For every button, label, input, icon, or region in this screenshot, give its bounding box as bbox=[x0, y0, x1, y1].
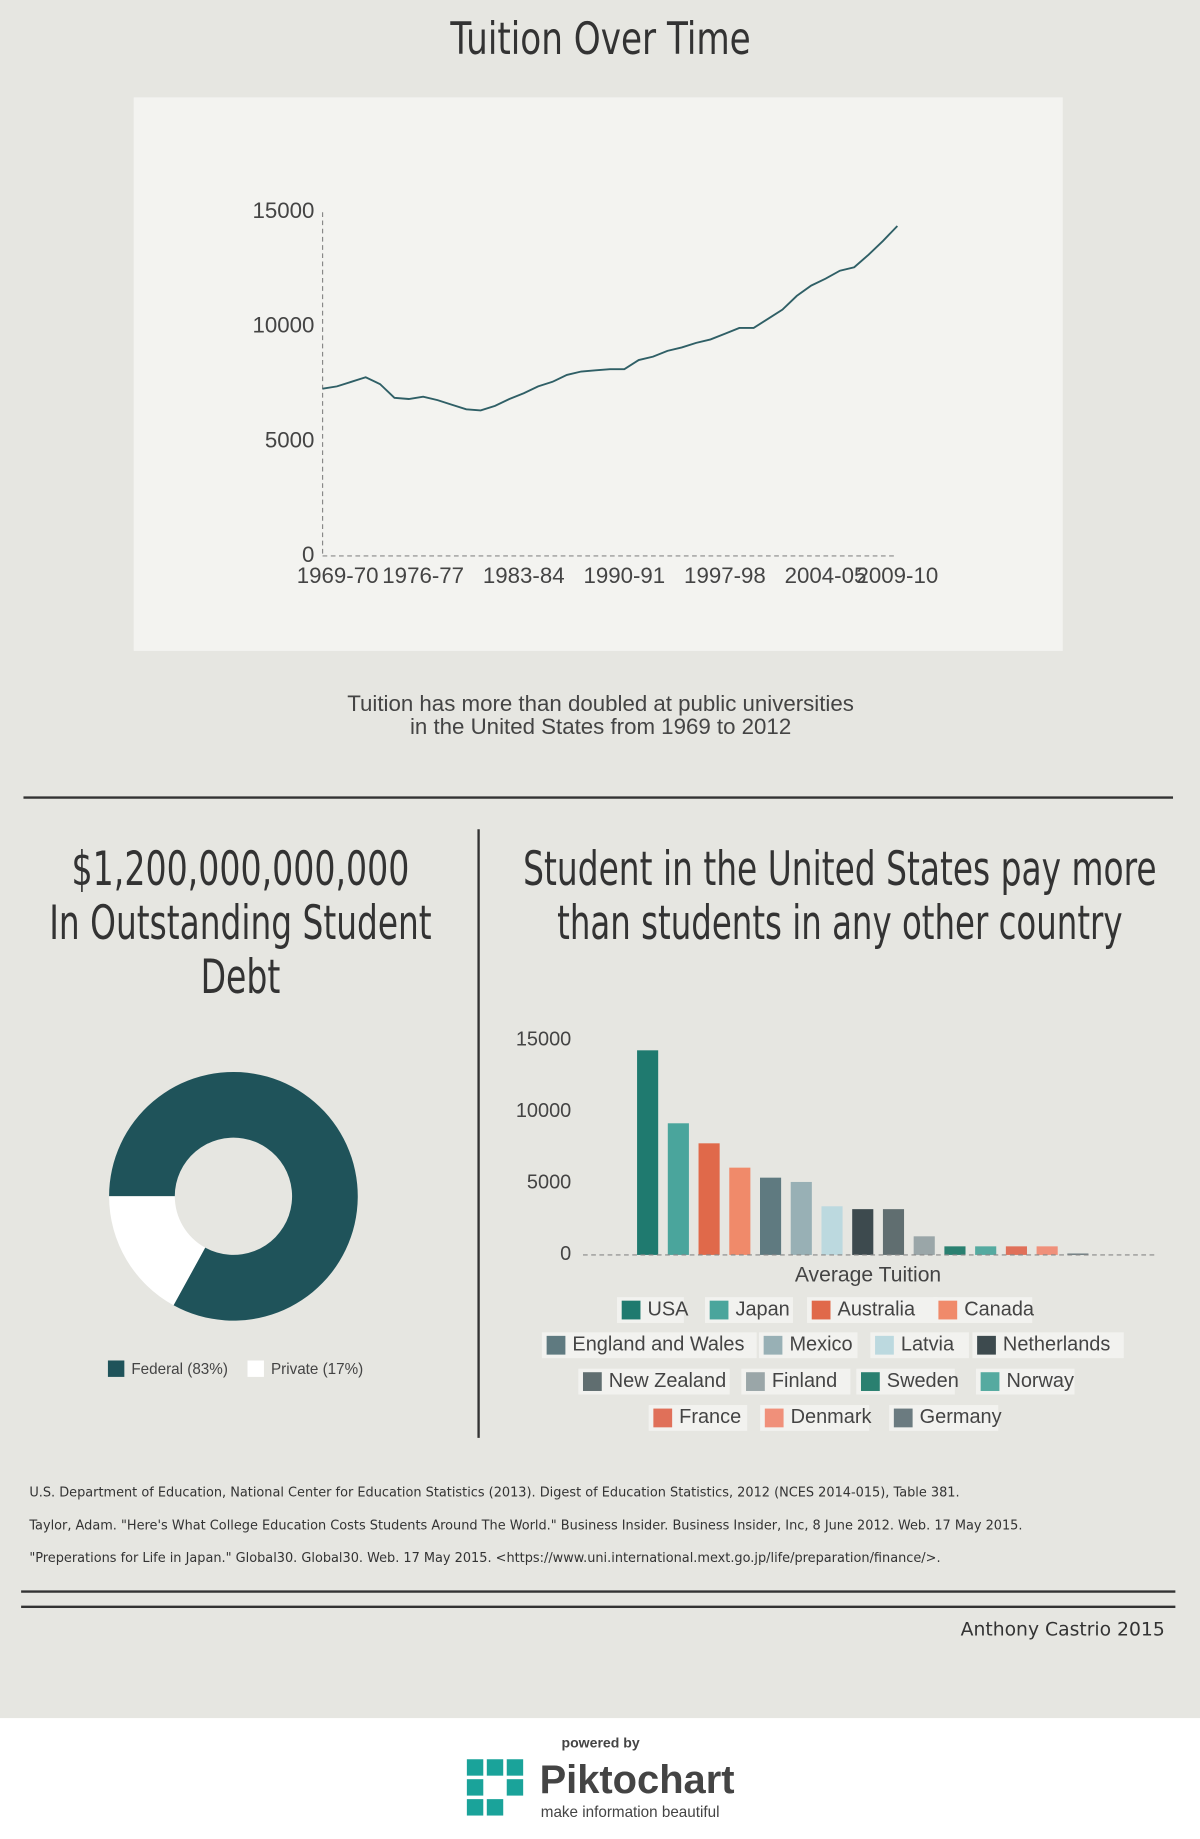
x-tick-label: 1997-98 bbox=[684, 563, 766, 588]
legend-label: Norway bbox=[1006, 1370, 1074, 1392]
legend-swatch bbox=[653, 1408, 673, 1428]
y-tick-label: 5000 bbox=[265, 427, 315, 452]
y-tick-label: 0 bbox=[302, 542, 314, 567]
legend-label: Japan bbox=[735, 1298, 789, 1320]
bar bbox=[1067, 1253, 1089, 1255]
reference: U.S. Department of Education, National C… bbox=[29, 1486, 959, 1501]
legend-swatch bbox=[247, 1360, 264, 1377]
line-panel bbox=[133, 97, 1063, 651]
legend-swatch bbox=[582, 1372, 602, 1391]
legend-label: Australia bbox=[838, 1298, 916, 1320]
donut-slice bbox=[109, 1196, 206, 1306]
bar bbox=[760, 1177, 782, 1255]
legend-swatch bbox=[875, 1335, 894, 1355]
legend-label: Canada bbox=[964, 1298, 1035, 1320]
brand: Piktochart bbox=[540, 1758, 735, 1802]
powered-by: powered by bbox=[562, 1735, 640, 1751]
legend-label: England and Wales bbox=[572, 1334, 744, 1356]
legend-swatch bbox=[107, 1360, 125, 1377]
legend-swatch bbox=[546, 1335, 566, 1355]
legend-label: Finland bbox=[772, 1370, 837, 1392]
y-tick-label: 15000 bbox=[516, 1029, 571, 1051]
legend-label: Private (17%) bbox=[271, 1361, 363, 1378]
bar bbox=[975, 1246, 997, 1255]
legend-label: Federal (83%) bbox=[131, 1361, 228, 1378]
legend-label: USA bbox=[648, 1298, 690, 1320]
x-tick-label: 2009-10 bbox=[856, 563, 938, 588]
reference: Taylor, Adam. "Here's What College Educa… bbox=[28, 1518, 1022, 1533]
y-tick-label: 10000 bbox=[252, 313, 314, 338]
debt-heading: $1,200,000,000,000 bbox=[72, 842, 410, 897]
legend-swatch bbox=[621, 1300, 641, 1320]
bar bbox=[913, 1236, 935, 1255]
legend-box bbox=[578, 1368, 730, 1395]
bar bbox=[821, 1206, 843, 1255]
bar bbox=[944, 1246, 966, 1255]
legend-box bbox=[972, 1332, 1124, 1359]
logo bbox=[466, 1759, 524, 1816]
legend-swatch bbox=[938, 1300, 958, 1320]
debt-heading: Debt bbox=[201, 950, 281, 1005]
legend-swatch bbox=[746, 1372, 765, 1391]
x-tick-label: 1990-91 bbox=[583, 563, 665, 588]
bar bbox=[852, 1209, 874, 1255]
legend-swatch bbox=[763, 1335, 783, 1355]
y-tick-label: 15000 bbox=[252, 198, 314, 223]
author: Anthony Castrio 2015 bbox=[961, 1620, 1165, 1641]
title: Tuition Over Time bbox=[450, 13, 751, 65]
legend-label: Latvia bbox=[901, 1334, 955, 1356]
country-heading: Student in the United States pay more bbox=[523, 842, 1156, 897]
x-axis-label: Average Tuition bbox=[795, 1264, 941, 1287]
bar bbox=[1005, 1246, 1027, 1255]
y-tick-label: 5000 bbox=[527, 1172, 571, 1194]
country-heading: than students in any other country bbox=[557, 896, 1122, 951]
donut-slice bbox=[109, 1071, 358, 1321]
legend-swatch bbox=[811, 1300, 831, 1320]
bar bbox=[1036, 1246, 1058, 1255]
bar bbox=[729, 1167, 751, 1255]
footer-band bbox=[0, 1718, 1200, 1839]
legend-swatch bbox=[709, 1300, 729, 1320]
bar bbox=[667, 1123, 689, 1255]
tagline: make information beautiful bbox=[541, 1804, 720, 1821]
y-tick-label: 0 bbox=[560, 1243, 571, 1265]
debt-heading: In Outstanding Student bbox=[49, 896, 431, 951]
bar bbox=[637, 1050, 659, 1255]
legend-label: Sweden bbox=[887, 1370, 959, 1392]
legend-swatch bbox=[977, 1335, 996, 1355]
legend-box bbox=[541, 1332, 757, 1359]
x-tick-label: 2004-05 bbox=[785, 563, 867, 588]
y-tick-label: 10000 bbox=[516, 1100, 571, 1122]
legend-label: France bbox=[679, 1406, 741, 1428]
reference: "Preperations for Life in Japan." Global… bbox=[29, 1551, 940, 1566]
caption: in the United States from 1969 to 2012 bbox=[410, 714, 791, 739]
legend-swatch bbox=[893, 1408, 913, 1428]
legend-label: Netherlands bbox=[1003, 1334, 1110, 1356]
legend-swatch bbox=[980, 1372, 1000, 1391]
legend-label: Mexico bbox=[789, 1334, 852, 1356]
bar bbox=[698, 1143, 720, 1255]
bar bbox=[790, 1181, 812, 1255]
bar bbox=[882, 1209, 905, 1255]
legend-swatch bbox=[860, 1372, 880, 1391]
legend-label: Germany bbox=[920, 1406, 1002, 1428]
legend-label: New Zealand bbox=[609, 1370, 726, 1392]
legend-label: Denmark bbox=[791, 1406, 872, 1428]
line bbox=[322, 225, 899, 412]
legend-swatch bbox=[764, 1408, 784, 1428]
caption: Tuition has more than doubled at public … bbox=[347, 691, 854, 716]
x-tick-label: 1976-77 bbox=[382, 563, 464, 588]
x-tick-label: 1969-70 bbox=[297, 563, 379, 588]
x-tick-label: 1983-84 bbox=[483, 563, 565, 588]
